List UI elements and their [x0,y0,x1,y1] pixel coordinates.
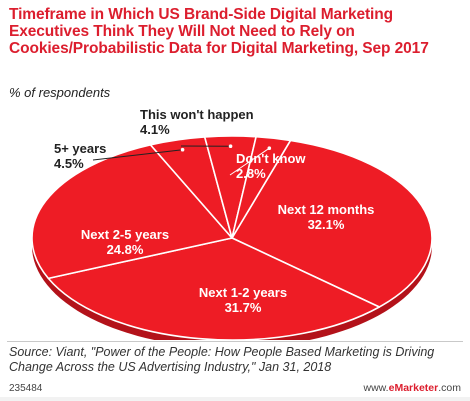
pie-value-next-12-months: 32.1% [308,217,345,232]
chart-id: 235484 [9,383,43,394]
pie-label-this-won-t-happen: This won't happen [140,107,254,122]
pie-label-next-12-months: Next 12 months [278,202,375,217]
pie-slice-next-1-2-years [47,237,381,340]
chart-title: Timeframe in Which US Brand-Side Digital… [9,6,429,57]
pie-label-next-1-2-years: Next 1-2 years [199,285,287,300]
brand-prefix: www. [363,382,389,394]
pie-value-this-won-t-happen: 4.1% [140,122,170,137]
pie-slices [31,135,433,340]
leader-dot-5-years [180,147,185,152]
pie-slice-next-2-5-years [31,144,233,280]
footer-rule [0,397,470,401]
pie-label-don-t-know: Don't know [236,151,306,166]
brand-suffix: .com [438,382,461,394]
pie-value-next-1-2-years: 31.7% [225,300,262,315]
pie-label-next-2-5-years: Next 2-5 years [81,227,169,242]
brand-logo: www.eMarketer.com [364,382,461,394]
pie-label-5-years: 5+ years [54,141,106,156]
leader-line-5-years [92,149,183,161]
leader-dot-don-t-know [267,146,272,150]
divider [7,341,463,342]
chart-subtitle: % of respondents [9,85,111,100]
pie-slice-don-t-know [231,135,292,239]
leader-line-don-t-know [229,147,270,176]
source-note: Source: Viant, "Power of the People: How… [9,345,435,374]
pie-leader-lines [92,144,272,176]
pie-value-don-t-know: 2.8% [236,166,266,181]
pie-value-next-2-5-years: 24.8% [107,242,144,257]
leader-dot-this-won-t-happen [228,144,233,149]
pie-value-5-years: 4.5% [54,156,84,171]
brand-name: eMarketer [388,382,439,394]
pie-slice-next-12-months [231,139,433,308]
